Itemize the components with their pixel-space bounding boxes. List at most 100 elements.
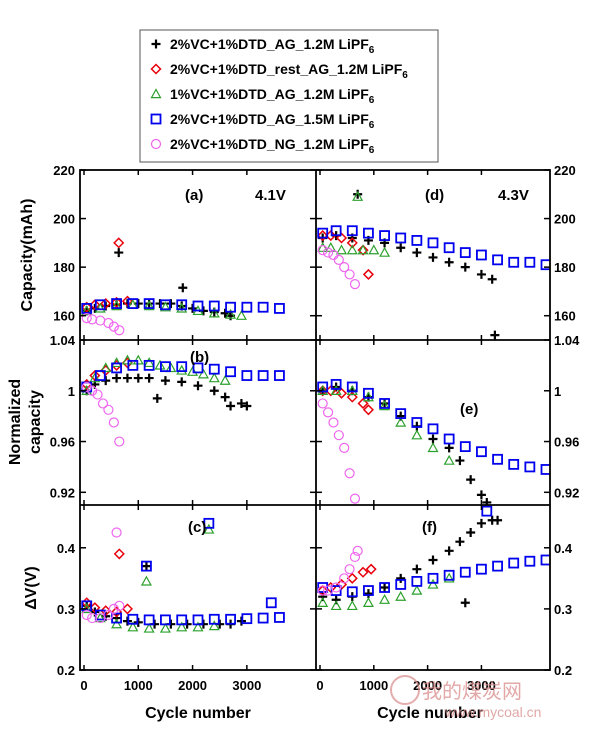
data-point-diamond — [113, 548, 125, 560]
data-point-square — [160, 299, 171, 311]
data-point-plus — [242, 401, 252, 411]
data-point-triangle — [203, 523, 215, 534]
x-tick-label: 0 — [80, 678, 87, 693]
panel-d-data — [317, 189, 550, 340]
data-point-plus — [460, 598, 470, 608]
data-point-plus — [363, 589, 373, 599]
data-point-triangle — [427, 578, 439, 589]
y-tick-label-left: 0.96 — [50, 435, 75, 450]
data-point-square — [395, 579, 407, 590]
y-tick-label-right: 220 — [554, 163, 576, 178]
data-point-square — [459, 247, 471, 258]
legend-entry-5: 2%VC+1%DTD_NG_1.2M LiPF6 — [170, 136, 375, 156]
data-point-square — [208, 363, 220, 375]
data-point-square — [127, 613, 139, 625]
data-point-circle — [114, 325, 125, 336]
data-point-square — [524, 256, 536, 268]
data-point-circle — [97, 398, 109, 409]
legend-marker-square-icon — [150, 113, 162, 125]
data-point-square — [476, 249, 487, 261]
data-point-circle — [331, 582, 342, 593]
data-point-plus — [428, 434, 438, 444]
data-point-triangle — [81, 305, 93, 316]
data-point-square — [379, 398, 390, 409]
data-point-diamond — [346, 391, 358, 403]
data-point-triangle — [379, 246, 391, 257]
data-point-triangle — [208, 307, 220, 318]
data-point-square — [143, 614, 155, 626]
data-point-triangle — [159, 622, 171, 633]
data-point-diamond — [81, 301, 93, 313]
data-point-square — [143, 298, 155, 309]
data-point-square — [443, 569, 455, 581]
data-point-square — [346, 586, 358, 598]
y-axis-label-dv: ΔV(V) — [23, 566, 40, 610]
data-point-triangle — [346, 385, 358, 395]
data-point-square — [379, 230, 390, 241]
data-point-triangle — [111, 357, 123, 368]
data-point-square — [241, 301, 253, 313]
data-point-square — [492, 560, 503, 572]
data-point-triangle — [111, 300, 123, 311]
data-point-triangle — [362, 597, 374, 607]
y-axis-label-capacity: Capacity(mAh) — [19, 199, 36, 312]
data-point-triangle — [176, 621, 188, 632]
data-point-square — [81, 303, 93, 314]
y-tick-label-right: 0.92 — [554, 485, 579, 500]
data-point-circle — [333, 430, 344, 441]
data-point-triangle — [165, 362, 177, 373]
x-tick-label: 2000 — [178, 678, 207, 693]
data-point-triangle — [379, 593, 391, 604]
data-point-triangle — [176, 302, 188, 313]
data-point-plus — [476, 269, 486, 279]
data-point-triangle — [219, 374, 231, 385]
data-point-square — [508, 256, 520, 268]
data-point-square — [94, 299, 106, 311]
y-tick-label-right: 180 — [554, 260, 576, 275]
data-point-plus — [490, 330, 500, 340]
data-point-square — [524, 461, 536, 473]
watermark: 我的煤炭网 www.mycoal.cn — [390, 675, 541, 720]
data-point-triangle — [379, 400, 391, 411]
data-point-circle — [81, 609, 92, 621]
data-point-square — [241, 613, 253, 625]
data-point-square — [492, 254, 503, 266]
y-tick-label-right: 0.4 — [554, 541, 573, 556]
y-tick-label-left: 160 — [53, 309, 75, 324]
panel-label-e: (e) — [460, 401, 478, 418]
data-point-plus — [396, 573, 406, 583]
data-point-plus — [209, 386, 219, 396]
data-point-diamond — [362, 268, 374, 280]
y-axis-label-normalized-2: capacity — [27, 390, 44, 454]
data-point-circle — [108, 417, 119, 428]
data-point-plus — [428, 555, 438, 565]
y-axis-label-normalized-1: Normalized — [7, 379, 24, 465]
panel-label-c: (c) — [188, 519, 206, 536]
data-point-square — [257, 301, 269, 313]
data-point-triangle — [100, 362, 112, 373]
data-point-triangle — [317, 241, 329, 252]
data-point-triangle — [317, 597, 329, 607]
data-point-square — [330, 585, 342, 596]
y-tick-label-left: 0.4 — [57, 541, 76, 556]
x-axis-label-right: Cycle number — [377, 705, 483, 722]
data-point-plus — [412, 564, 422, 574]
data-point-square — [363, 585, 374, 596]
data-point-triangle — [121, 354, 133, 365]
data-point-circle — [349, 493, 361, 504]
data-point-triangle — [395, 590, 407, 601]
data-point-diamond — [357, 244, 369, 256]
data-point-square — [127, 298, 139, 309]
data-point-circle — [87, 385, 98, 396]
data-point-plus — [455, 456, 465, 466]
panel-a-data — [81, 237, 285, 336]
data-point-square — [476, 563, 487, 575]
panel-e-data — [317, 379, 550, 505]
data-point-square — [363, 227, 374, 239]
data-point-square — [427, 237, 439, 249]
data-point-square — [225, 366, 236, 378]
data-point-circle — [344, 468, 355, 479]
data-point-triangle — [235, 309, 247, 320]
data-point-triangle — [346, 600, 358, 611]
data-point-circle — [349, 279, 361, 290]
